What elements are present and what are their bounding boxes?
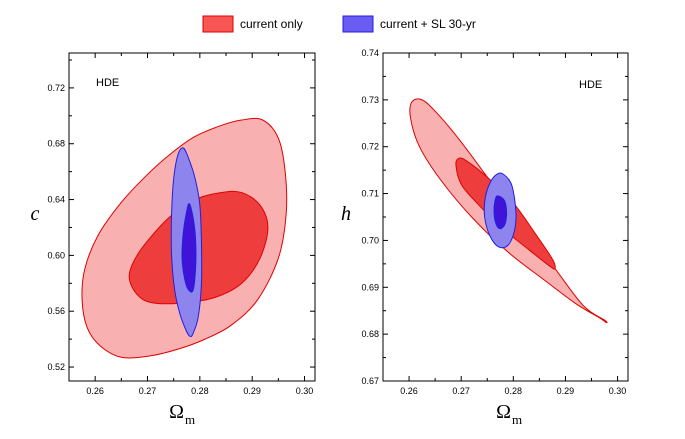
y-tick-label-left: 0.52 bbox=[47, 362, 65, 372]
x-tick-label-left: 0.28 bbox=[191, 386, 209, 396]
legend-label-current-only: current only bbox=[240, 17, 303, 31]
panel-right: 0.26 0.27 0.28 0.29 0.30 0.67 0.68 0.69 0.70 0.71… bbox=[341, 48, 629, 427]
contour-current-sl-30-yr-1sigma-right bbox=[493, 195, 508, 230]
y-tick-label-right: 0.71 bbox=[361, 189, 379, 199]
x-tick-label-right: 0.26 bbox=[400, 386, 418, 396]
ticks-right: 0.26 0.27 0.28 0.29 0.30 0.67 0.68 0.69 0.70 0.71… bbox=[361, 48, 628, 396]
y-tick-label-right: 0.70 bbox=[361, 235, 379, 245]
contour-layer-left bbox=[81, 117, 288, 359]
y-tick-label-left: 0.60 bbox=[47, 250, 65, 260]
y-axis-title-left: c bbox=[31, 203, 40, 225]
panel-label-left: HDE bbox=[96, 77, 119, 89]
plot-frame-left bbox=[68, 52, 316, 382]
panel-label-right: HDE bbox=[579, 79, 602, 91]
y-tick-label-right: 0.68 bbox=[361, 329, 379, 339]
contour-current-sl-30-yr-1sigma-left bbox=[181, 203, 197, 293]
x-tick-label-left: 0.27 bbox=[139, 386, 157, 396]
y-tick-label-left: 0.68 bbox=[47, 139, 65, 149]
y-tick-label-right: 0.69 bbox=[361, 282, 379, 292]
legend-label-current-sl: current + SL 30-yr bbox=[380, 17, 476, 31]
x-tick-label-left: 0.29 bbox=[243, 386, 261, 396]
x-tick-label-right: 0.29 bbox=[557, 386, 575, 396]
x-tick-label-left: 0.26 bbox=[86, 386, 104, 396]
x-tick-label-right: 0.30 bbox=[609, 386, 627, 396]
legend-swatch-current-only bbox=[202, 15, 234, 33]
x-tick-label-left: 0.30 bbox=[296, 386, 314, 396]
y-tick-label-right: 0.74 bbox=[361, 48, 379, 58]
y-tick-label-left: 0.72 bbox=[47, 83, 65, 93]
x-axis-subscript-left: m bbox=[185, 412, 195, 427]
x-axis-title-left: Ω bbox=[169, 401, 184, 423]
panel-left: 0.26 0.27 0.28 0.29 0.30 0.52 0.56 0.60 0.64 0.68… bbox=[31, 52, 316, 427]
y-tick-label-right: 0.72 bbox=[361, 142, 379, 152]
legend: current only current + SL 30-yr bbox=[202, 15, 476, 33]
x-tick-label-right: 0.28 bbox=[505, 386, 523, 396]
contour-layer-right bbox=[409, 98, 608, 324]
y-tick-label-right: 0.73 bbox=[361, 95, 379, 105]
y-tick-label-left: 0.64 bbox=[47, 195, 65, 205]
legend-swatch-current-sl bbox=[342, 15, 374, 33]
y-tick-label-left: 0.56 bbox=[47, 306, 65, 316]
x-axis-title-right: Ω bbox=[496, 401, 511, 423]
x-tick-label-right: 0.27 bbox=[452, 386, 470, 396]
y-tick-label-right: 0.67 bbox=[361, 376, 379, 386]
x-axis-subscript-right: m bbox=[512, 412, 522, 427]
ticks-left: 0.26 0.27 0.28 0.29 0.30 0.52 0.56 0.60 0.64 0.68… bbox=[47, 53, 315, 396]
y-axis-title-right: h bbox=[341, 203, 351, 225]
